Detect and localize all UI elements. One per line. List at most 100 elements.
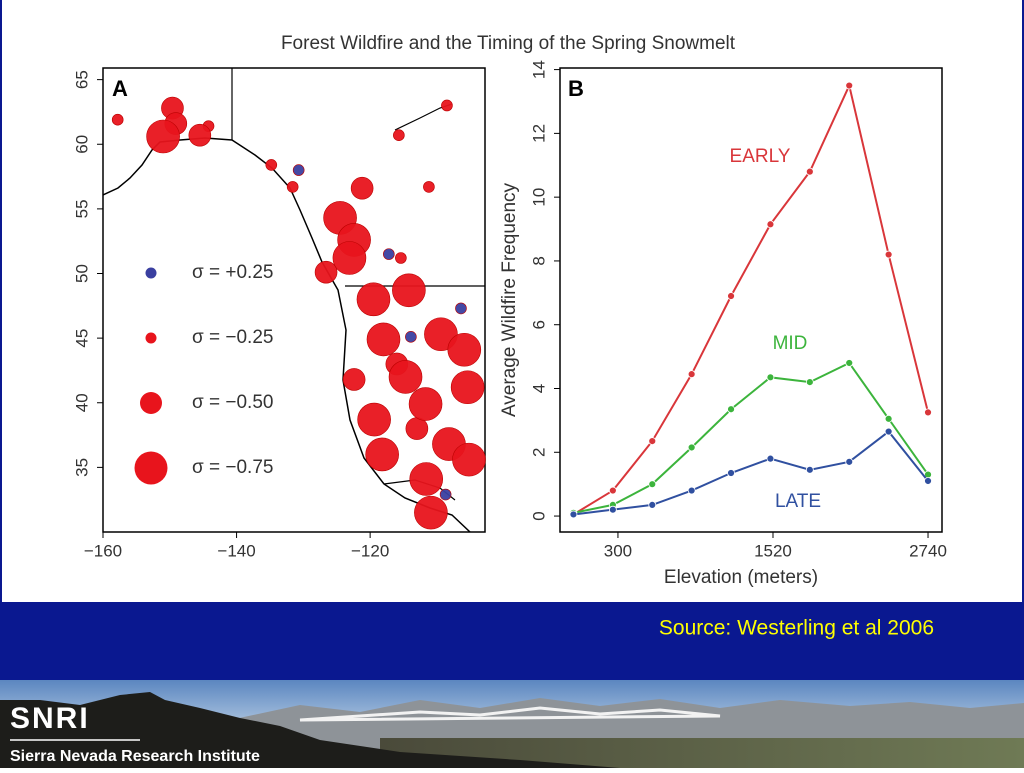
x-axis-label: Elevation (meters)	[664, 567, 818, 588]
bubble	[405, 417, 429, 440]
series-line	[572, 82, 929, 516]
bubble	[423, 181, 435, 193]
bubble	[357, 402, 391, 437]
bubble	[383, 248, 395, 260]
y-tick-label: 55	[72, 199, 91, 218]
bubble	[409, 462, 444, 496]
y-axis-label: Average Wildfire Frequency	[499, 182, 520, 417]
point	[727, 405, 735, 414]
point	[727, 292, 735, 300]
x-tick-label: −120	[351, 541, 389, 560]
point	[608, 486, 617, 495]
frame-edge	[0, 0, 2, 602]
y-tick-label: 14	[529, 60, 548, 79]
y-tick-label: 6	[529, 320, 548, 329]
point	[805, 167, 814, 176]
point	[648, 500, 657, 509]
bubble	[365, 437, 399, 472]
y-tick-label: 4	[529, 384, 548, 393]
legend-marker	[134, 451, 168, 485]
y-tick-label: 40	[72, 393, 91, 412]
point	[608, 505, 617, 514]
point	[805, 378, 814, 387]
bubble	[350, 176, 374, 200]
bubble	[414, 495, 448, 530]
bubble	[342, 368, 366, 391]
source: Source: Westerling et al 2006	[659, 617, 934, 640]
plot-frame	[559, 67, 943, 533]
bubble	[146, 119, 180, 154]
bubble	[292, 164, 305, 176]
blue-band	[0, 602, 1024, 680]
legend-label: σ = −0.75	[192, 457, 273, 478]
y-tick-label: 50	[72, 264, 91, 283]
x-tick-label: 300	[604, 541, 632, 560]
y-tick-label: 12	[529, 124, 548, 143]
point	[687, 486, 696, 495]
point	[569, 510, 578, 519]
y-tick-label: 0	[529, 511, 548, 520]
point	[687, 443, 696, 452]
bubble	[452, 442, 486, 477]
y-tick-label: 65	[72, 70, 91, 89]
institute: Sierra Nevada Research Institute	[10, 748, 260, 765]
legend-label: σ = −0.50	[192, 392, 273, 413]
bubble	[393, 129, 405, 142]
y-tick-label: 35	[72, 458, 91, 477]
legend-label: σ = −0.25	[192, 327, 273, 348]
bubble	[356, 282, 391, 317]
point	[924, 408, 932, 417]
bubble	[286, 181, 299, 193]
plot-frame	[102, 67, 486, 533]
x-tick-label: 1520	[754, 541, 792, 560]
silhouette	[0, 692, 620, 768]
point	[884, 427, 893, 436]
bubble	[188, 123, 212, 147]
bubble	[455, 302, 467, 315]
bubble	[405, 331, 417, 343]
point	[648, 480, 657, 489]
series-line	[573, 361, 929, 514]
bubble	[441, 99, 453, 112]
point	[687, 370, 696, 379]
point	[845, 457, 854, 466]
y-tick-label: 8	[529, 256, 548, 265]
bubble	[111, 113, 124, 126]
series-label: LATE	[775, 491, 821, 512]
y-tick-label: 45	[72, 329, 91, 348]
bubble	[439, 488, 452, 501]
point	[766, 454, 775, 463]
point	[884, 250, 893, 259]
series-label: MID	[773, 333, 808, 354]
bubble	[314, 260, 338, 284]
y-tick-label: 2	[529, 448, 548, 457]
x-tick-label: −160	[84, 541, 122, 560]
legend-marker	[145, 267, 157, 279]
point	[766, 373, 775, 382]
frame-edge	[1022, 0, 1024, 602]
series-line	[573, 430, 929, 516]
series-label: EARLY	[730, 146, 791, 167]
legend-label: σ = +0.25	[192, 262, 273, 283]
y-tick-label: 10	[529, 188, 548, 207]
figure-title: Forest Wildfire and the Timing of the Sp…	[281, 33, 736, 54]
bubble	[408, 387, 443, 421]
legend-marker	[140, 392, 162, 414]
panel-letter: B	[568, 76, 584, 101]
panel-letter: A	[112, 76, 128, 101]
point	[924, 477, 932, 485]
point	[845, 81, 854, 90]
point	[648, 437, 657, 446]
bubble	[447, 332, 482, 367]
snow	[299, 706, 721, 722]
y-tick-label: 60	[72, 135, 91, 154]
bubble	[388, 360, 423, 394]
bubble	[265, 159, 278, 171]
x-tick-label: 2740	[909, 541, 947, 560]
x-tick-label: −140	[217, 541, 255, 560]
point	[884, 414, 893, 423]
point	[805, 465, 814, 474]
bubble	[332, 241, 367, 275]
point	[766, 220, 775, 229]
